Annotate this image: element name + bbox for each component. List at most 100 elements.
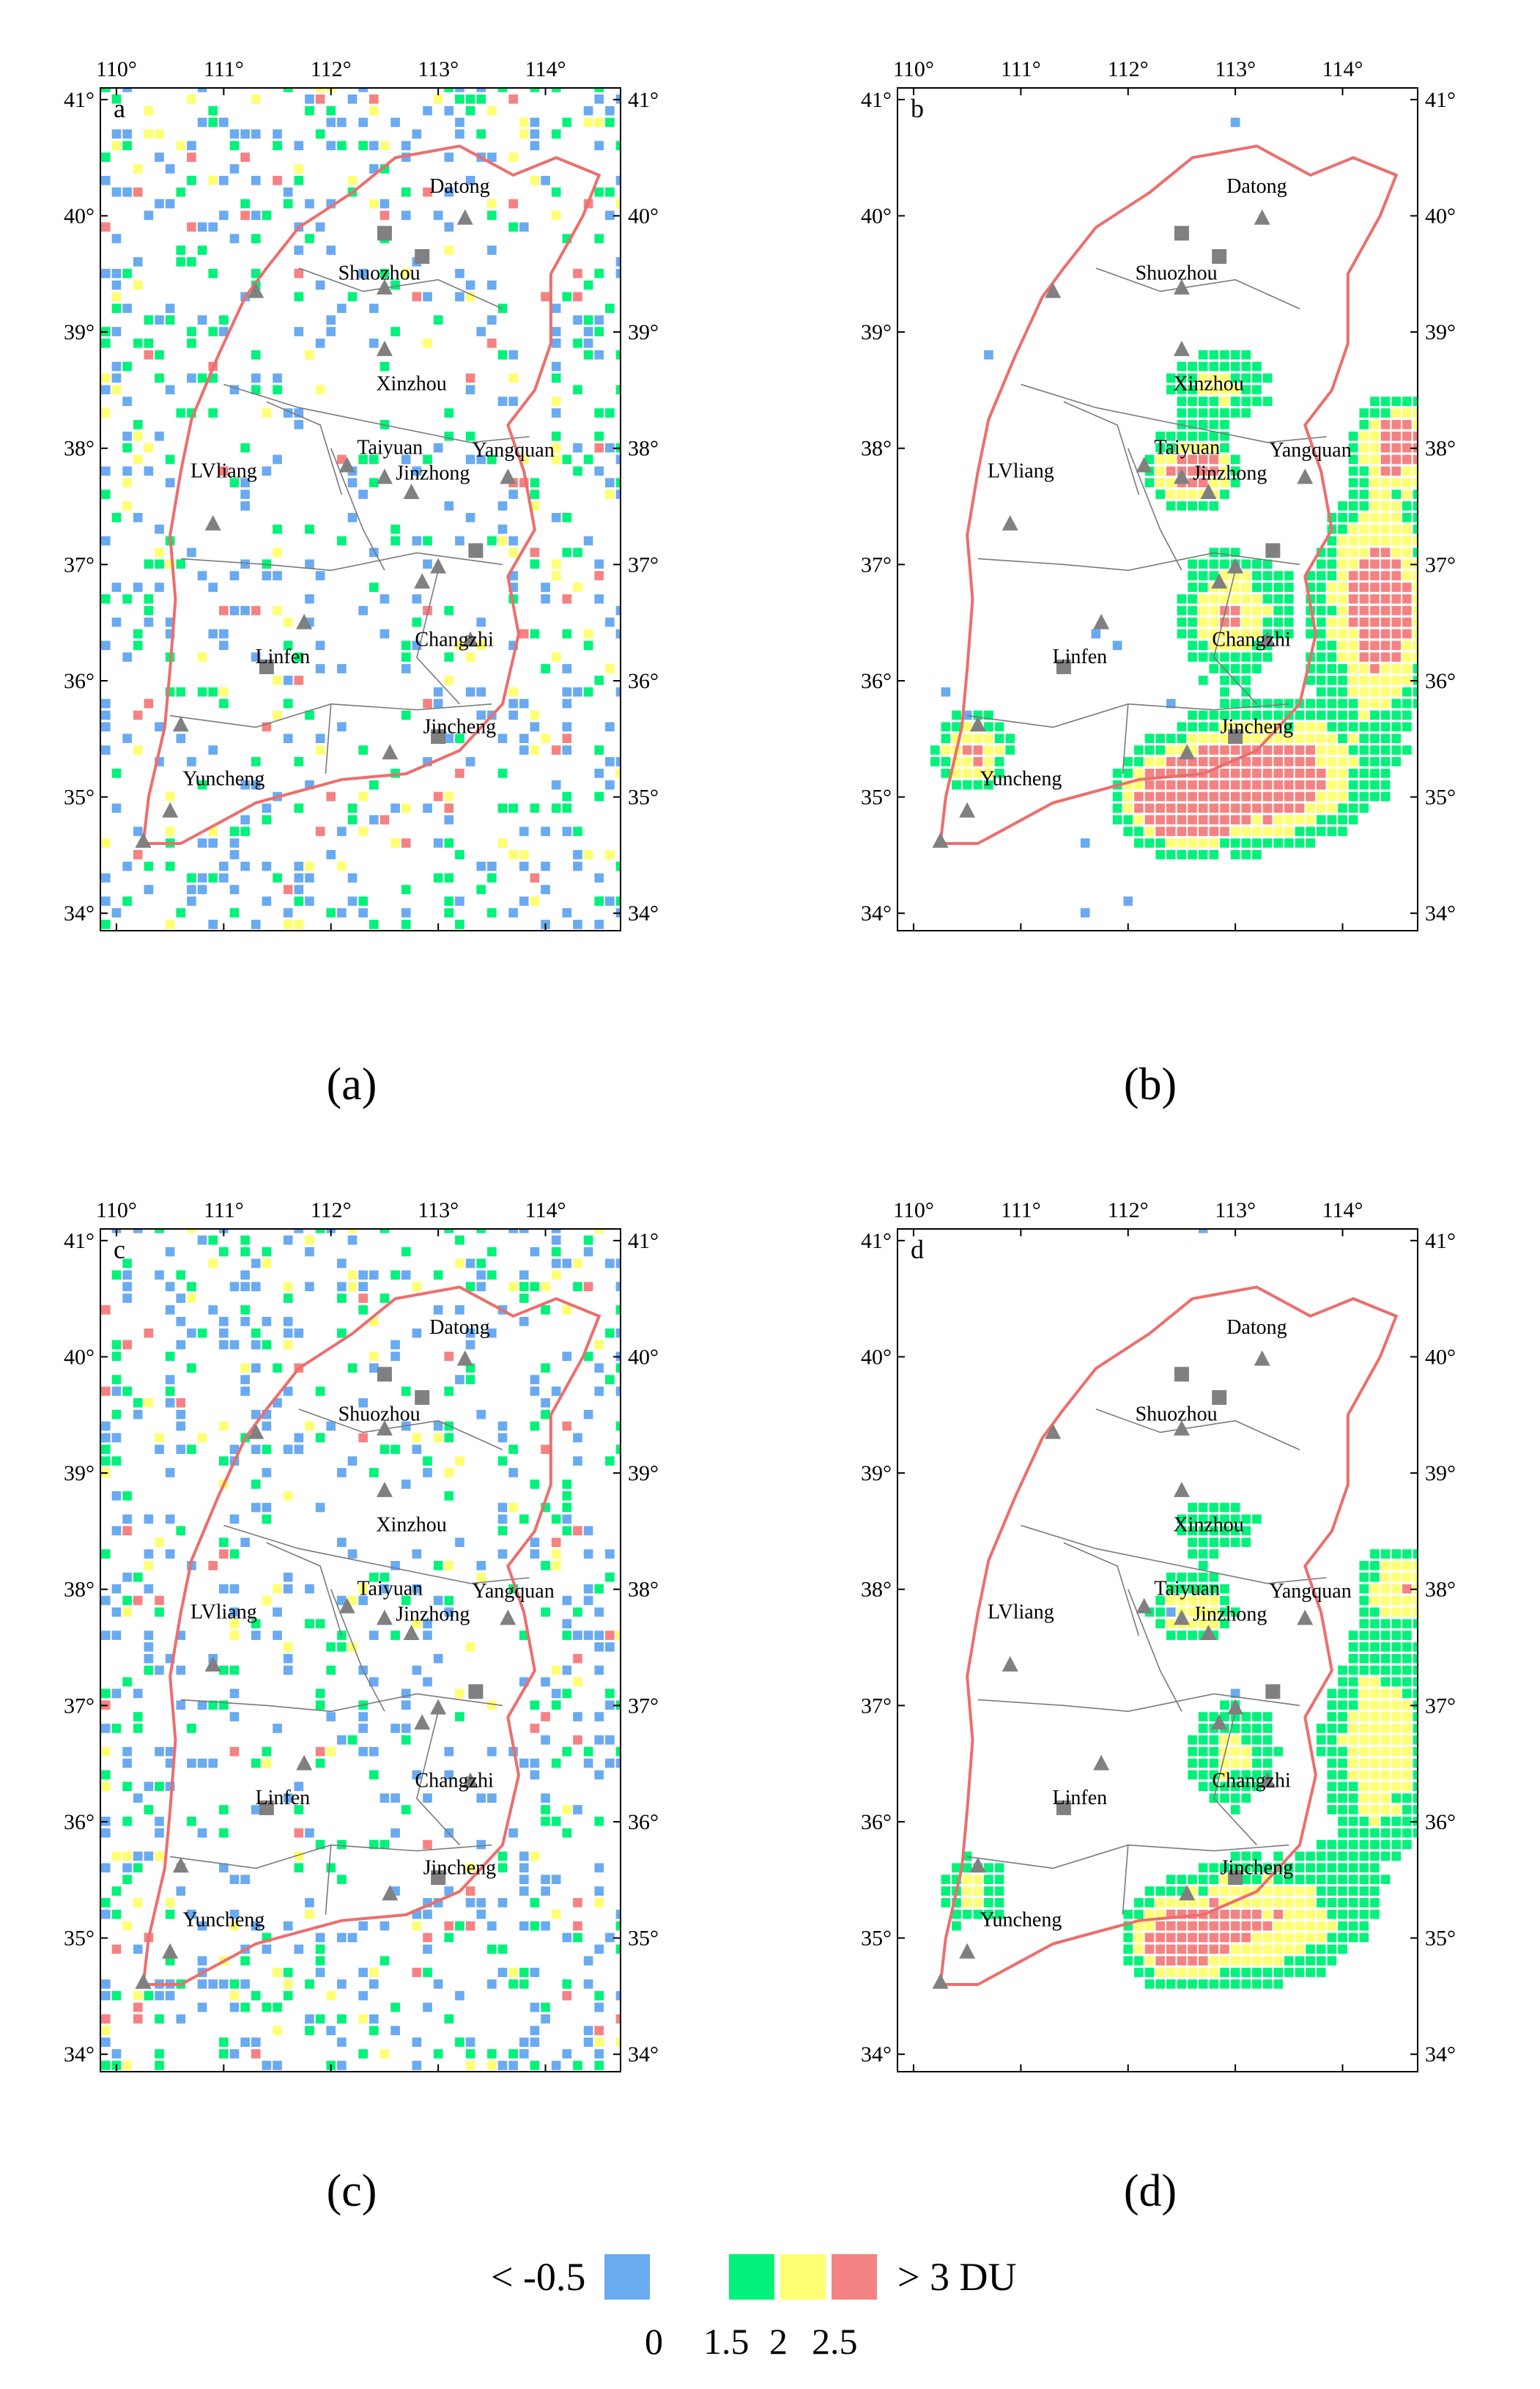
pixel-cell (305, 873, 314, 883)
pixel-cell (1262, 710, 1273, 720)
pixel-cell (1402, 490, 1412, 499)
pixel-cell (1220, 734, 1229, 743)
pixel-cell (262, 815, 272, 825)
pixel-cell (1177, 1956, 1187, 1966)
station-triangle-marker (456, 209, 473, 225)
pixel-cell (1166, 803, 1176, 813)
city-boundary-line (298, 267, 503, 310)
pixel-cell (1230, 838, 1240, 848)
pixel-cell (229, 1340, 240, 1350)
pixel-cell (1413, 431, 1418, 441)
pixel-cell (155, 1990, 164, 2001)
pixel-cell (1370, 791, 1380, 802)
pixel-cell (1348, 1665, 1358, 1675)
pixel-cell (1144, 1956, 1155, 1966)
city-label: Taiyuan (357, 437, 423, 459)
pixel-cell (519, 629, 529, 639)
pixel-cell (1188, 1595, 1197, 1606)
pixel-cell (551, 339, 561, 348)
pixel-cell (433, 94, 443, 104)
pixel-cell (1391, 501, 1402, 511)
pixel-cell (605, 1328, 615, 1338)
pixel-cell (1359, 1642, 1369, 1652)
pixel-cell (401, 454, 411, 465)
city-label: Changzhi (1212, 1769, 1291, 1792)
pixel-cell (1262, 1921, 1273, 1931)
pixel-cell (240, 1316, 250, 1326)
pixel-cell (530, 141, 540, 151)
pixel-cell (476, 861, 486, 871)
pixel-cell (1413, 652, 1418, 662)
pixel-cell (111, 268, 122, 278)
pixel-cell (1273, 1921, 1284, 1931)
lat-tick-label-right: 41° (1425, 88, 1456, 112)
pixel-cell (1188, 501, 1197, 511)
pixel-cell (273, 873, 282, 883)
pixel-cell (1348, 698, 1358, 709)
pixel-cell (594, 117, 604, 128)
pixel-cell (508, 2049, 518, 2058)
pixel-cell (1370, 605, 1380, 616)
pixel-cell (1209, 1886, 1219, 1896)
pixel-cell (262, 1316, 272, 1326)
pixel-cell (615, 490, 621, 499)
pixel-cell (1273, 1909, 1284, 1919)
pixel-cell (1177, 490, 1187, 499)
pixel-cell (315, 827, 325, 836)
pixel-cell (594, 1386, 604, 1396)
pixel-cell (294, 1781, 304, 1792)
pixel-cell (1220, 559, 1229, 569)
pixel-cell (1402, 478, 1412, 488)
pixel-cell (1370, 1700, 1380, 1710)
pixel-cell (1316, 710, 1326, 720)
pixel-cell (1295, 710, 1305, 720)
pixel-cell (251, 175, 261, 185)
pixel-cell (1155, 443, 1165, 453)
pixel-cell (1370, 734, 1380, 743)
pixel-cell (1241, 1746, 1251, 1757)
pixel-cell (1370, 454, 1380, 465)
pixel-cell (219, 1247, 229, 1257)
pixel-cell (1230, 1607, 1240, 1617)
pixel-cell (390, 327, 400, 336)
pixel-cell (455, 1537, 464, 1547)
pixel-cell (240, 780, 250, 790)
pixel-cell (294, 1328, 304, 1338)
pixel-cell (390, 117, 400, 128)
pixel-cell (1123, 768, 1133, 778)
pixel-cell (455, 268, 464, 278)
pixel-cell (240, 1386, 250, 1396)
pixel-cell (1155, 791, 1165, 802)
pixel-cell (465, 1375, 475, 1384)
pixel-cell (1230, 408, 1240, 418)
pixel-cell (1155, 849, 1165, 860)
pixel-cell (1209, 827, 1219, 836)
city-label: LVliang (190, 1600, 257, 1623)
station-triangle-marker (403, 1625, 420, 1640)
pixel-cell (1188, 849, 1197, 860)
pixel-cell (1144, 1921, 1155, 1931)
pixel-cell (541, 861, 550, 871)
pixel-cell (1380, 768, 1391, 778)
pixel-cell (1080, 908, 1090, 917)
pixel-cell (530, 490, 540, 499)
pixel-cell (380, 199, 390, 209)
pixel-cell (1198, 652, 1208, 662)
pixel-cell (497, 1549, 508, 1559)
pixel-cell (251, 268, 261, 278)
pixel-cell (1306, 1944, 1315, 1954)
pixel-cell (101, 896, 111, 907)
pixel-cell (497, 524, 508, 534)
pixel-cell (1262, 1735, 1273, 1745)
pixel-cell (1316, 734, 1326, 743)
pixel-cell (412, 1770, 422, 1780)
pixel-cell (1220, 687, 1229, 697)
pixel-cell (144, 1642, 154, 1652)
pixel-cell (1198, 815, 1208, 825)
map-d: DatongShuozhouXinzhouTaiyuanJinzhongYang… (861, 1198, 1456, 2072)
pixel-cell (530, 1282, 540, 1292)
pixel-cell (240, 1305, 250, 1315)
pixel-cell (326, 117, 336, 128)
station-square-marker (431, 729, 446, 745)
pixel-cell (530, 629, 540, 639)
